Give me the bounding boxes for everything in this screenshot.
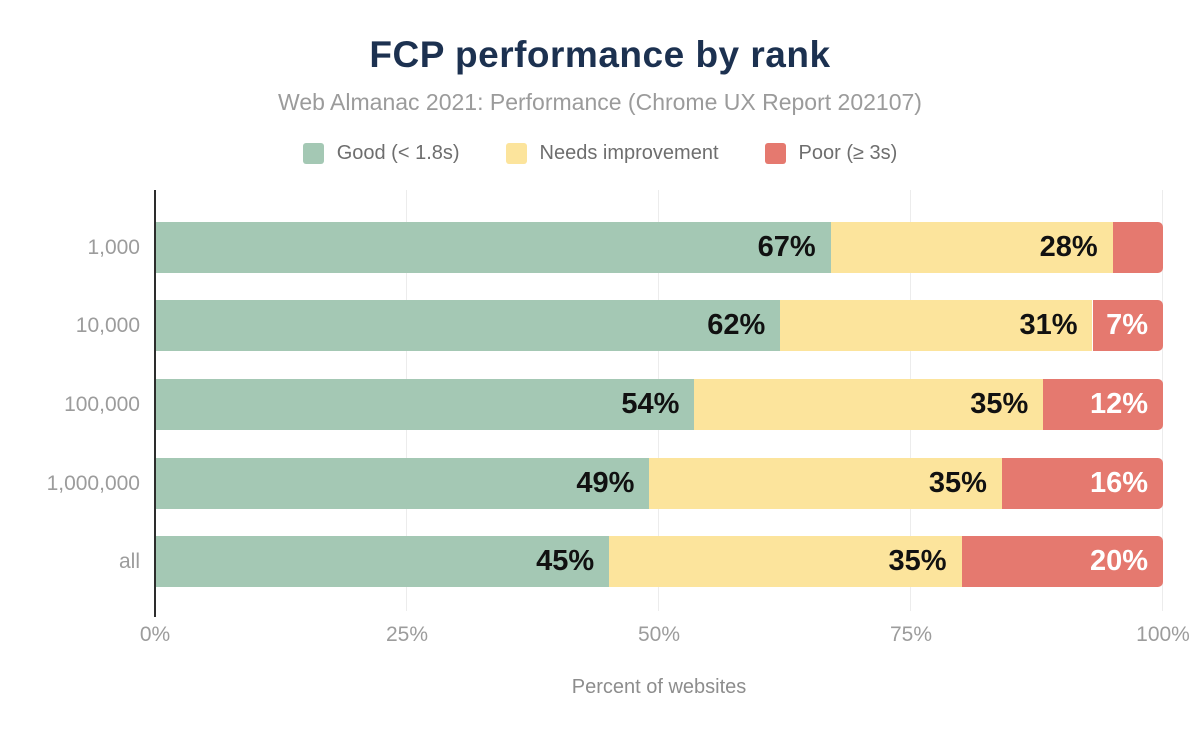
x-tick-label: 0% xyxy=(139,623,171,646)
segment-label: 12% xyxy=(1089,388,1148,420)
bar-segment-0: 54% xyxy=(156,379,695,430)
bar-segment-2: 7% xyxy=(1092,300,1163,352)
bar-segment-0: 49% xyxy=(156,457,650,509)
category-label: 1,000 xyxy=(87,235,140,259)
segment-label: 16% xyxy=(1089,466,1148,499)
bar-segment-1: 28% xyxy=(830,221,1113,273)
category-label: all xyxy=(118,550,140,574)
segment-label: 31% xyxy=(1019,309,1078,342)
segment-label: 35% xyxy=(888,545,947,578)
bar-segment-0: 45% xyxy=(156,536,610,588)
bar-segment-0: 62% xyxy=(156,300,781,352)
category-label: 1,000,000 xyxy=(46,471,140,495)
x-tick-label: 50% xyxy=(637,623,681,646)
x-axis-title: Percent of websites xyxy=(571,676,747,698)
bar-row: 100,000 54% 35% 12% xyxy=(64,379,1163,430)
bar-segment-1: 35% xyxy=(694,379,1044,430)
segment-label: 7% xyxy=(1106,309,1148,342)
legend-item-2: Poor (≥ 3s) xyxy=(764,142,898,165)
bar-segment-0: 67% xyxy=(156,221,831,273)
segment-label: 45% xyxy=(536,545,595,578)
legend-item-0: Good (< 1.8s) xyxy=(302,142,460,165)
y-axis-line xyxy=(154,190,156,617)
bar-segment-1: 35% xyxy=(609,536,962,588)
segment-label: 54% xyxy=(621,388,680,420)
chart-subtitle: Web Almanac 2021: Performance (Chrome UX… xyxy=(278,89,922,115)
legend-label: Good (< 1.8s) xyxy=(336,142,460,164)
bar-segment-2: 12% xyxy=(1043,379,1163,430)
x-tick-label: 75% xyxy=(889,623,933,646)
bar-segment-2: 16% xyxy=(1001,457,1163,509)
legend-swatch-icon xyxy=(764,143,786,164)
segment-label: 49% xyxy=(576,466,635,499)
segment-label: 20% xyxy=(1089,545,1148,578)
bar-row: 10,000 62% 31% 7% xyxy=(76,300,1163,352)
legend-label: Needs improvement xyxy=(539,142,719,164)
x-axis-ticks: 0% 25% 50% 75% 100% xyxy=(140,623,1190,649)
legend-swatch-icon xyxy=(505,143,527,164)
bar-segment-1: 35% xyxy=(649,457,1002,509)
category-label: 100,000 xyxy=(64,393,140,416)
category-label: 10,000 xyxy=(75,314,140,338)
bar-segment-2: 20% xyxy=(961,536,1163,588)
segment-label: 35% xyxy=(970,388,1029,420)
bar-segment-2 xyxy=(1112,221,1163,273)
bar-row: all 45% 35% 20% xyxy=(119,536,1163,588)
plot-area: 1,000 67% 28% 10,000 62% 31% 7% 100,000 54% 35% 12… xyxy=(47,190,1190,646)
x-tick-label: 25% xyxy=(385,623,429,646)
segment-label: 62% xyxy=(707,309,766,342)
bar-row: 1,000 67% 28% xyxy=(87,221,1163,273)
legend-item-1: Needs improvement xyxy=(505,142,719,165)
segment-label: 67% xyxy=(757,230,816,263)
segment-label: 35% xyxy=(928,466,987,499)
legend-label: Poor (≥ 3s) xyxy=(798,142,898,164)
legend-swatch-icon xyxy=(302,143,324,164)
x-tick-label: 100% xyxy=(1136,623,1190,646)
segment-label: 28% xyxy=(1039,230,1098,263)
bar-segment-1: 31% xyxy=(780,300,1093,352)
bar-row: 1,000,000 49% 35% 16% xyxy=(47,457,1163,509)
chart-title: FCP performance by rank xyxy=(369,34,831,75)
legend: Good (< 1.8s) Needs improvement Poor (≥ 3s… xyxy=(0,142,1200,165)
